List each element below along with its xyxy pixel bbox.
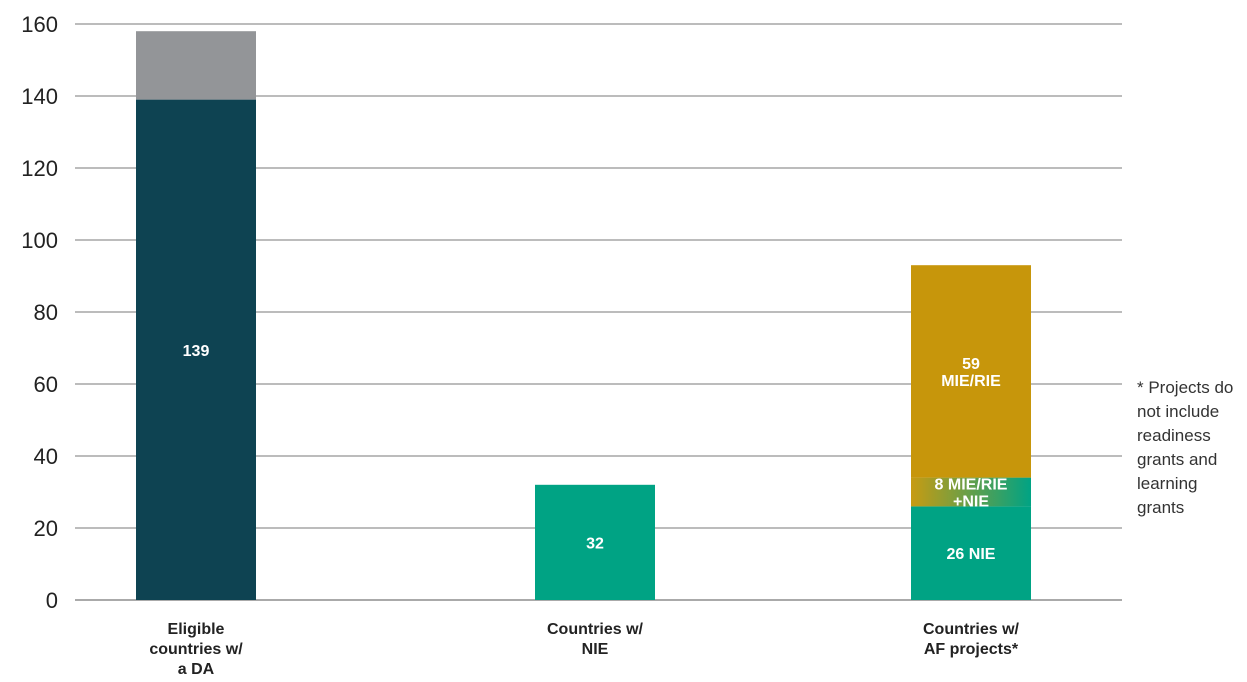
x-axis: Eligible countries w/a DA Countries w/NIE C… <box>149 621 1019 678</box>
bar-segment-label: 139 <box>183 343 210 360</box>
y-axis: 0 20 40 60 80 100 120 140 160 <box>21 12 58 613</box>
bar-segment <box>911 265 1031 478</box>
x-category-label: Countries w/AF projects* <box>923 621 1020 658</box>
bar-segment-label: 26 NIE <box>947 546 996 563</box>
y-tick-label: 40 <box>34 444 58 469</box>
bar-segment <box>136 31 256 100</box>
x-category-label: Eligible countries w/a DA <box>149 621 243 678</box>
y-tick-label: 0 <box>46 588 58 613</box>
y-tick-label: 140 <box>21 84 58 109</box>
y-tick-label: 60 <box>34 372 58 397</box>
bar-segment <box>535 484 655 600</box>
bar-segment <box>911 506 1031 600</box>
bar-segment-label: 59 MIE/RIE <box>941 356 1001 390</box>
bar-segment-label: 8 MIE/RIE +NIE <box>935 477 1008 511</box>
bar-segment <box>911 477 1031 507</box>
y-tick-label: 80 <box>34 300 58 325</box>
segment-labels: 139 32 26 NIE 8 MIE/RIE +NIE 59 MIE/RIE <box>183 343 1008 563</box>
bars <box>136 31 1031 600</box>
y-tick-label: 120 <box>21 156 58 181</box>
bar-segment-label: 32 <box>586 535 604 552</box>
bar-segment <box>136 99 256 600</box>
y-tick-label: 100 <box>21 228 58 253</box>
x-category-label: Countries w/NIE <box>547 621 644 658</box>
y-tick-label: 20 <box>34 516 58 541</box>
y-tick-label: 160 <box>21 12 58 37</box>
footnote: * Projects do not include readiness gran… <box>1137 378 1234 517</box>
